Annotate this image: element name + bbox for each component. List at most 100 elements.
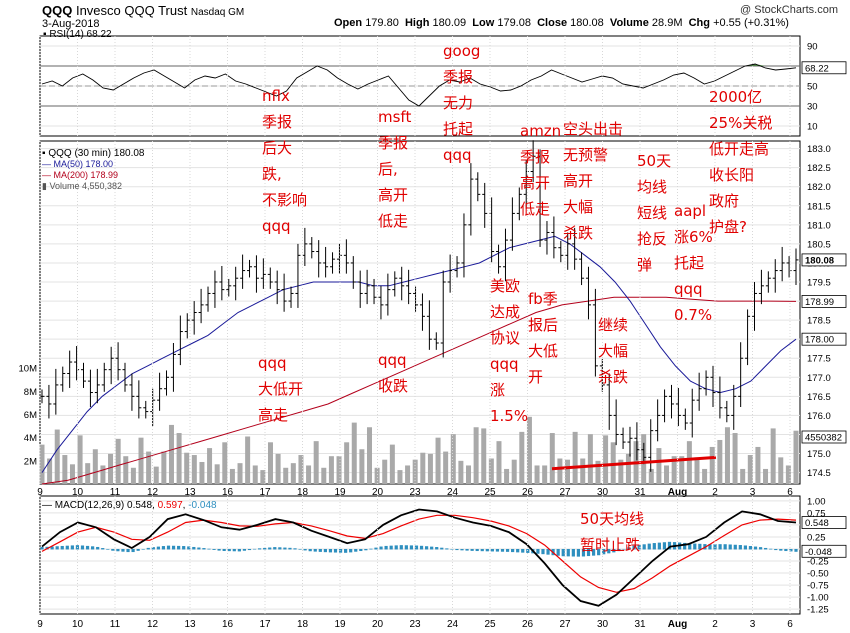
macd-histogram-bar — [247, 548, 252, 551]
volume-bar — [374, 467, 380, 484]
volume-bar — [458, 460, 464, 484]
macd-histogram-bar — [708, 544, 712, 550]
macd-histogram-bar — [414, 545, 419, 550]
macd-y-tick-label: -1.25 — [807, 605, 829, 616]
volume-bar — [275, 453, 281, 484]
price-tag-1-box — [801, 295, 847, 308]
x-tick-label: 26 — [522, 487, 534, 498]
macd-line — [41, 508, 797, 607]
volume-bar — [549, 433, 555, 484]
volume-bar — [785, 465, 791, 484]
macd-histogram-bar — [399, 545, 403, 550]
volume-bar — [542, 465, 548, 484]
macd-histogram-bar — [131, 548, 135, 553]
low-label: Low — [472, 17, 495, 29]
macd-histogram-bar — [556, 548, 560, 556]
macd-x-tick-label: 27 — [559, 619, 571, 630]
x-tick-label: 6 — [787, 487, 793, 498]
volume-bar — [519, 431, 525, 484]
rsi-y-tick-label: 10 — [807, 122, 818, 133]
macd-histogram-bar — [389, 545, 393, 550]
price-frame — [39, 140, 801, 485]
macd-histogram-bar — [394, 545, 398, 550]
macd-histogram-bar — [597, 548, 601, 556]
macd-x-tick-label: 23 — [409, 619, 421, 630]
price-tag-2-box — [801, 332, 847, 346]
volume-last-value-tag: 4550382 — [805, 433, 842, 444]
macd-histogram-bar — [313, 548, 317, 552]
macd-signal-line — [41, 514, 797, 593]
macd-histogram-bar — [440, 547, 444, 550]
volume-y-tick-label: 8M — [24, 387, 37, 398]
ma50-line — [41, 235, 797, 473]
macd-histogram-bar — [662, 542, 667, 550]
macd-tag: 0.548 — [805, 518, 829, 529]
volume-bar — [405, 465, 411, 484]
x-tick-label: 23 — [409, 487, 421, 498]
macd-title: MACD(12,26,9) — [54, 500, 125, 511]
macd-histogram-bar — [728, 544, 732, 550]
macd-histogram-bar — [369, 548, 373, 550]
macd-histogram-bar — [404, 545, 408, 550]
signal-value: 0.597 — [157, 500, 183, 511]
macd-histogram-bar — [333, 548, 338, 553]
price-y-tick-label: 174.5 — [807, 468, 831, 479]
macd-histogram-bar — [511, 548, 515, 553]
price-y-tick-label: 183.0 — [807, 144, 831, 155]
volume-y-tick-label: 10M — [19, 364, 38, 375]
macd-histogram-bar — [197, 547, 201, 550]
macd-histogram-bar — [146, 547, 150, 550]
volume-bar — [214, 464, 220, 484]
macd-histogram-bar — [308, 548, 312, 552]
volume-bar — [229, 468, 235, 484]
macd-histogram-bar — [465, 548, 469, 551]
volume-bar — [168, 424, 174, 484]
volume-bar — [138, 437, 144, 484]
macd-histogram-bar — [794, 548, 798, 552]
volume-last-value-tag-box — [801, 430, 847, 444]
macd-histogram-bar — [713, 544, 717, 550]
exchange: Nasdaq GM — [190, 7, 245, 18]
volume-bar — [306, 465, 312, 484]
volume-bar — [770, 428, 776, 484]
macd-histogram-bar — [136, 548, 140, 551]
annotation-goog: goog 季报 无力 托起 qqq — [443, 42, 481, 164]
volume-bar — [382, 459, 388, 484]
ma200-legend: — MA(200) 178.99 — [42, 170, 119, 180]
macd-histogram-bar — [187, 546, 191, 550]
macd-histogram-bar — [627, 547, 631, 550]
macd-histogram-bar — [657, 542, 661, 550]
volume-bar — [77, 435, 83, 484]
volume-bar — [671, 456, 677, 484]
volume-bar — [153, 466, 159, 484]
macd-panel: 1.000.750.500.250.00-0.25-0.50-0.75-1.00… — [39, 495, 847, 616]
macd-histogram-bar — [637, 544, 641, 550]
close-value: 180.08 — [570, 17, 604, 29]
security-name: Invesco QQQ Trust — [75, 3, 188, 18]
macd-histogram-bar — [202, 548, 206, 550]
macd-histogram-bar — [723, 544, 727, 550]
rsi-last-value-tag: 68.22 — [805, 63, 829, 74]
price-tag-0: 180.08 — [805, 255, 834, 266]
volume-bar — [313, 441, 319, 484]
macd-histogram-bar — [80, 545, 85, 550]
macd-histogram-bar — [617, 548, 621, 552]
volume-legend: ▮ Volume 4,550,382 — [42, 181, 123, 191]
macd-histogram-bar — [586, 548, 591, 557]
volume-bar — [39, 444, 45, 484]
x-tick-label: 30 — [597, 487, 609, 498]
macd-histogram-bar — [121, 548, 125, 552]
ma50-legend: — MA(50) 178.00 — [42, 159, 114, 169]
volume-bar — [724, 427, 730, 484]
macd-histogram-bar — [232, 548, 236, 552]
macd-x-tick-label: 17 — [259, 619, 271, 630]
open-value: 179.80 — [365, 17, 399, 29]
x-tick-label: 27 — [559, 487, 571, 498]
ma200-line — [41, 296, 797, 485]
macd-histogram-bar — [435, 547, 439, 550]
macd-histogram-bar — [470, 548, 474, 551]
macd-histogram-bar — [207, 548, 211, 550]
macd-histogram-bar — [683, 542, 687, 550]
macd-histogram-bar — [688, 543, 692, 550]
volume-bar — [389, 444, 395, 484]
